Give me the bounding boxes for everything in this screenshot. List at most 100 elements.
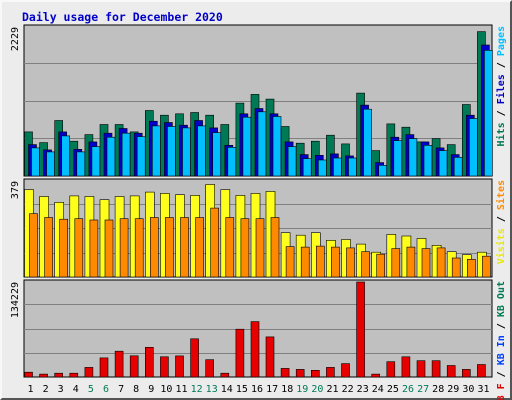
bar-kb-f-day-17 <box>265 336 275 378</box>
bar-sites-day-29 <box>451 257 461 278</box>
bar-pages-day-27 <box>423 145 433 177</box>
x-tick-label-day-17: 17 <box>266 384 278 395</box>
x-tick-label-day-15: 15 <box>236 384 248 395</box>
bar-pages-day-5 <box>91 146 101 177</box>
max-label-hits-files-pages: 2229 <box>10 27 21 51</box>
bar-kb-f-day-8 <box>129 355 139 378</box>
bar-pages-day-1 <box>31 147 40 177</box>
bar-sites-day-31 <box>482 255 491 278</box>
legend-item-sites: Sites <box>495 180 507 210</box>
legend-item-hits: Hits <box>495 122 507 146</box>
x-tick-label-day-29: 29 <box>447 384 459 395</box>
x-tick-label-day-31: 31 <box>477 384 489 395</box>
x-tick-label-day-11: 11 <box>175 384 187 395</box>
bar-sites-day-7 <box>119 218 129 278</box>
bar-pages-day-16 <box>257 111 267 177</box>
bar-pages-day-18 <box>287 146 297 177</box>
x-tick-label-day-2: 2 <box>43 384 49 395</box>
max-label-kbin-kbout-kbf: 134229 <box>10 282 21 318</box>
legend-kbin-kbout-kbf: KB F / KB In / KB Out <box>496 281 507 400</box>
bar-kb-f-day-6 <box>99 357 109 378</box>
bar-sites-day-28 <box>436 247 446 278</box>
bar-kb-f-day-25 <box>386 361 396 378</box>
x-tick-label-day-10: 10 <box>160 384 172 395</box>
bar-kb-f-day-30 <box>461 369 471 378</box>
x-tick-label-day-22: 22 <box>342 384 354 395</box>
bar-kb-f-day-11 <box>175 355 184 378</box>
x-tick-label-day-28: 28 <box>432 384 444 395</box>
bar-pages-day-15 <box>242 116 252 177</box>
bar-kb-f-day-15 <box>235 328 245 378</box>
bar-pages-day-12 <box>197 125 206 177</box>
bar-sites-day-18 <box>285 246 295 278</box>
legend-separator: / <box>496 210 507 228</box>
bar-pages-day-31 <box>484 49 493 177</box>
bar-kb-f-day-23 <box>356 281 365 378</box>
bar-kb-f-day-29 <box>446 365 456 378</box>
x-tick-label-day-6: 6 <box>103 384 109 395</box>
x-tick-label-day-4: 4 <box>73 384 79 395</box>
x-tick-label-day-7: 7 <box>118 384 124 395</box>
bar-kb-f-day-20 <box>310 369 320 378</box>
bar-pages-day-13 <box>212 132 221 177</box>
bar-sites-day-6 <box>104 219 114 278</box>
max-label-visits-sites: 379 <box>10 181 21 199</box>
bar-sites-day-16 <box>255 218 265 278</box>
bar-sites-day-26 <box>406 246 416 278</box>
bar-kb-f-day-16 <box>250 321 260 378</box>
bar-kb-f-day-7 <box>114 350 124 378</box>
bar-kb-f-day-22 <box>341 363 350 378</box>
bar-pages-day-6 <box>106 136 116 177</box>
bar-pages-day-2 <box>46 151 55 177</box>
bar-sites-day-25 <box>391 248 401 278</box>
bar-kb-f-day-2 <box>39 373 48 378</box>
bar-pages-day-30 <box>468 118 478 177</box>
x-tick-label-day-8: 8 <box>133 384 139 395</box>
bar-sites-day-13 <box>210 207 219 278</box>
legend-item-kb-in: KB In <box>496 335 507 365</box>
bar-sites-day-8 <box>134 218 144 278</box>
bar-sites-day-20 <box>315 245 325 278</box>
bar-kb-f-day-12 <box>190 338 199 378</box>
bar-kb-f-day-21 <box>326 367 335 378</box>
legend-separator: / <box>496 365 507 383</box>
bar-pages-day-23 <box>363 108 372 177</box>
x-tick-label-day-24: 24 <box>372 384 384 395</box>
bar-kb-f-day-10 <box>160 356 169 378</box>
bar-pages-day-7 <box>121 132 131 177</box>
bar-kb-f-day-4 <box>69 372 79 378</box>
legend-item-visits: Visits <box>495 228 507 264</box>
bar-sites-day-27 <box>421 248 431 278</box>
legend-item-files: Files <box>495 74 507 104</box>
legend-separator: / <box>496 317 507 335</box>
bar-kb-f-day-27 <box>416 360 426 378</box>
bar-sites-day-2 <box>44 217 53 278</box>
legend-item-pages: Pages <box>496 26 507 56</box>
x-tick-label-day-12: 12 <box>191 384 203 395</box>
bar-pages-day-8 <box>136 136 146 177</box>
x-tick-label-day-13: 13 <box>206 384 218 395</box>
chart-title: Daily usage for December 2020 <box>22 10 223 24</box>
bar-sites-day-4 <box>74 218 84 278</box>
bar-pages-day-11 <box>182 127 191 177</box>
bar-sites-day-10 <box>165 217 174 278</box>
x-tick-label-day-14: 14 <box>221 384 233 395</box>
x-tick-label-day-23: 23 <box>357 384 369 395</box>
x-tick-label-day-3: 3 <box>58 384 64 395</box>
bar-sites-day-14 <box>225 217 235 278</box>
bar-sites-day-22 <box>346 247 355 278</box>
bar-sites-day-24 <box>376 253 386 278</box>
bar-pages-day-28 <box>438 150 448 177</box>
bar-sites-day-1 <box>29 213 38 278</box>
bar-pages-day-24 <box>378 165 388 177</box>
bar-kb-f-day-26 <box>401 356 411 378</box>
legend-item-kb-out: KB Out <box>496 281 507 317</box>
bar-kb-f-day-14 <box>220 372 230 378</box>
bar-kb-f-day-31 <box>477 364 486 378</box>
x-tick-label-day-25: 25 <box>387 384 399 395</box>
bar-sites-day-5 <box>89 219 99 278</box>
bar-pages-day-19 <box>302 158 312 177</box>
x-tick-label-day-5: 5 <box>88 384 94 395</box>
bar-sites-day-12 <box>195 217 204 278</box>
x-tick-label-day-26: 26 <box>402 384 414 395</box>
